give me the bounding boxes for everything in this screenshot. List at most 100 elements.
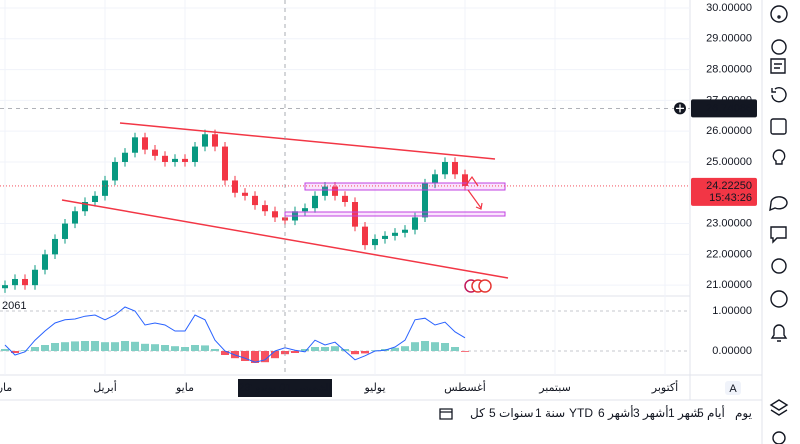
histogram-bar xyxy=(401,346,409,351)
bell-icon[interactable] xyxy=(770,324,788,342)
chat-icon[interactable] xyxy=(769,196,788,212)
dot xyxy=(777,15,781,19)
histogram-bar xyxy=(431,342,439,351)
indicator-tick-label: 0.00000 xyxy=(712,345,752,357)
date-range-icon[interactable] xyxy=(439,408,453,420)
period-button[interactable]: 5 سنوات xyxy=(489,406,534,420)
histogram-bar xyxy=(391,347,399,351)
messages-icon[interactable] xyxy=(770,226,787,244)
candle-body xyxy=(112,161,118,181)
histogram-bar xyxy=(291,351,299,353)
candle-body xyxy=(232,180,238,193)
x-tick-label: أكتوبر xyxy=(651,380,678,394)
candle-body xyxy=(312,195,318,209)
histogram-bar xyxy=(221,351,229,355)
histogram-bar xyxy=(451,347,459,351)
candle-body xyxy=(162,155,168,162)
zone[interactable] xyxy=(304,182,506,191)
histogram-bar xyxy=(161,345,169,351)
y-tick-label: 26.00000 xyxy=(706,125,752,137)
last-price-label: 24.22250 xyxy=(706,180,752,192)
histogram-bar xyxy=(461,351,469,352)
candle-body xyxy=(72,211,78,224)
candle-body xyxy=(332,186,338,196)
candle-body xyxy=(402,229,408,233)
y-tick-label: 25.00000 xyxy=(706,156,752,168)
zone[interactable] xyxy=(284,211,506,217)
channel-top xyxy=(119,122,496,160)
scale-button[interactable] xyxy=(725,381,741,395)
watchlist-icon[interactable] xyxy=(770,58,786,74)
indicator-tick-label: 1.00000 xyxy=(712,305,752,317)
candle-body xyxy=(202,134,208,147)
help-icon[interactable] xyxy=(770,5,788,23)
more-icon[interactable] xyxy=(772,431,786,444)
histogram-bar xyxy=(151,344,159,351)
crosshair-date-label: الخميس 01 يونيو '23 xyxy=(238,382,332,394)
x-tick-label: أبريل xyxy=(93,380,117,394)
period-button[interactable]: YTD xyxy=(569,406,593,420)
period-button[interactable]: 1 سنة xyxy=(535,406,566,420)
histogram-bar xyxy=(111,342,119,351)
y-tick-label: 21.00000 xyxy=(706,279,752,291)
candle-body xyxy=(42,254,48,270)
arrow-drawing xyxy=(465,175,483,210)
candle-body xyxy=(412,217,418,230)
y-tick-label: 29.00000 xyxy=(706,33,752,45)
period-button[interactable]: 3 أشهر xyxy=(633,406,669,420)
candle-body xyxy=(432,174,438,184)
histogram-bar xyxy=(441,343,449,351)
candle-body xyxy=(212,134,218,147)
channel-bottom xyxy=(61,199,509,279)
period-button[interactable]: يوم xyxy=(735,406,752,420)
candle-body xyxy=(52,238,58,255)
stream-icon[interactable] xyxy=(771,258,787,274)
histogram-bar xyxy=(341,349,349,351)
histogram-bar xyxy=(41,345,49,351)
candle-body xyxy=(102,180,108,196)
candle-body xyxy=(2,285,8,289)
histogram-bar xyxy=(51,343,59,351)
histogram-bar xyxy=(301,349,309,351)
x-tick-label: سبتمبر xyxy=(538,382,571,394)
period-button[interactable]: 1 شهر xyxy=(668,406,701,420)
candle-body xyxy=(32,269,38,286)
candle-body xyxy=(252,195,258,206)
period-button[interactable]: كل xyxy=(470,406,485,420)
candle-body xyxy=(132,137,138,153)
alarm-icon[interactable] xyxy=(771,39,787,55)
candle-body xyxy=(242,192,248,196)
histogram-bar xyxy=(411,342,419,351)
histogram-bar xyxy=(201,345,209,351)
countdown: 15:43:26 xyxy=(709,192,752,204)
x-tick-label: أغسطس xyxy=(444,380,486,394)
replay-icon[interactable] xyxy=(771,87,787,103)
period-button[interactable]: 5 أيام xyxy=(697,406,725,420)
layers-icon[interactable] xyxy=(769,399,789,416)
histogram-bar xyxy=(171,346,179,351)
indicator-value: 2061 xyxy=(2,300,26,312)
histogram-bar xyxy=(131,341,139,351)
histogram-bar xyxy=(321,347,329,351)
histogram-bar xyxy=(31,347,39,351)
candle-body xyxy=(322,186,328,196)
play-icon[interactable] xyxy=(770,290,788,308)
candle-body xyxy=(122,152,128,162)
ideas-icon[interactable] xyxy=(772,149,786,165)
candle-body xyxy=(182,158,188,162)
candle-body xyxy=(222,146,228,181)
histogram-bar xyxy=(421,341,429,351)
candle-body xyxy=(372,238,378,246)
candle-body xyxy=(342,195,348,203)
event-markers[interactable] xyxy=(464,279,492,293)
histogram-bar xyxy=(141,343,149,351)
candle-body xyxy=(442,161,448,175)
histogram-bar xyxy=(121,341,129,351)
histogram-bar xyxy=(91,341,99,351)
y-tick-label: 28.00000 xyxy=(706,63,752,75)
period-button[interactable]: 6 أشهر xyxy=(598,406,634,420)
scale-button-label[interactable]: A xyxy=(729,383,737,395)
calendar-icon[interactable] xyxy=(770,118,787,135)
candle-body xyxy=(422,183,428,218)
